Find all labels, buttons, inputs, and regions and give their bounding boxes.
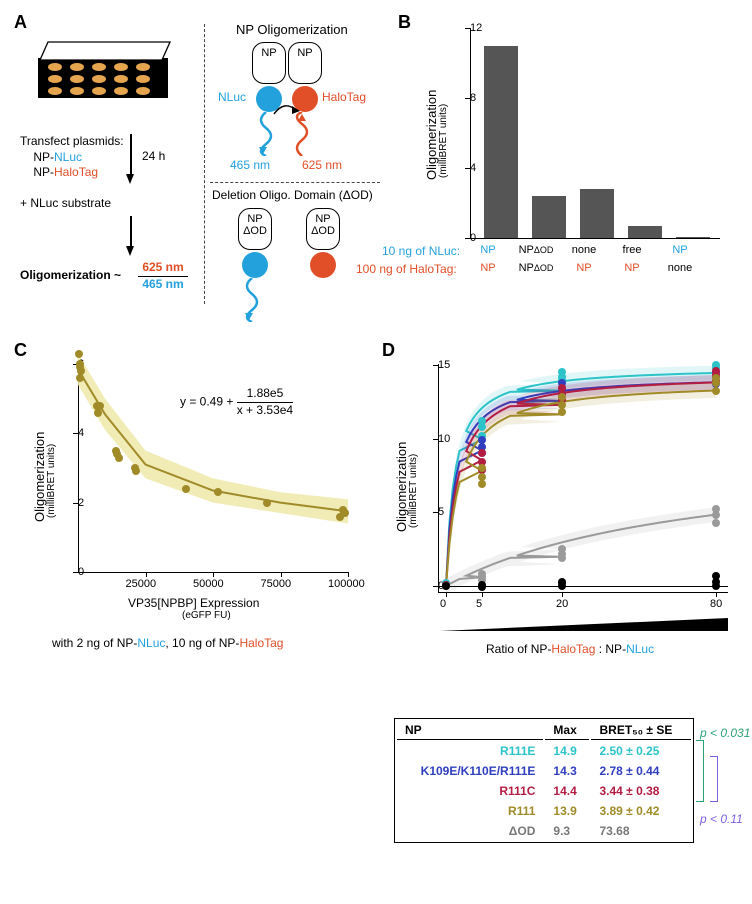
bar (580, 189, 614, 238)
wave-icon (238, 278, 266, 322)
data-point (712, 572, 720, 580)
panel-a: Transfect plasmids: NP-NLuc NP-HaloTag 2… (20, 24, 380, 324)
table-header: BRET₅₀ ± SE (591, 721, 691, 740)
x-axis-label: VP35[NPBP] Expression (128, 596, 259, 610)
data-point (712, 582, 720, 590)
well-plate-icon (38, 54, 168, 114)
data-point (214, 488, 222, 496)
data-point (132, 467, 140, 475)
table-row: K109E/K110E/R111E14.32.78 ± 0.44 (397, 762, 691, 780)
data-point (478, 449, 486, 457)
nluc-tag-label: NLuc (218, 90, 246, 106)
np-dod-box-icon: NP ΔOD (238, 208, 272, 250)
equation: y = 0.49 + 1.88e5 x + 3.53e4 (180, 386, 293, 418)
data-point (478, 570, 486, 578)
wave-465-label: 465 nm (230, 158, 270, 174)
x-axis-sub: (eGFP FU) (182, 610, 231, 621)
nluc-circle-icon (242, 252, 268, 278)
arrow-curved-icon (270, 98, 300, 118)
panel-d-table: NP Max BRET₅₀ ± SE R111E14.92.50 ± 0.25 K… (394, 718, 694, 843)
data-point (558, 545, 566, 553)
wave-icon (252, 112, 280, 156)
dod-title: Deletion Oligo. Domain (ΔOD) (212, 188, 373, 204)
bar (628, 226, 662, 238)
panel-d-chart: 051015052080 Oligomerization (milliBRET … (378, 342, 738, 662)
data-point (77, 367, 85, 375)
np-oligo-title: NP Oligomerization (236, 22, 348, 39)
table-row: R111C14.43.44 ± 0.38 (397, 782, 691, 800)
table-row: R111E14.92.50 ± 0.25 (397, 742, 691, 760)
result-text: Oligomerization ~ (20, 268, 121, 284)
bar (532, 196, 566, 238)
data-point (712, 519, 720, 527)
halo-circle-icon (310, 252, 336, 278)
bracket-icon (696, 740, 704, 802)
time-label: 24 h (142, 149, 165, 165)
y-axis-sub: (milliBRET units) (46, 444, 57, 518)
data-point (558, 554, 566, 562)
panel-c-chart: 0246250005000075000100000 Oligomerizatio… (12, 342, 362, 662)
data-point (94, 409, 102, 417)
wave-icon (288, 112, 316, 156)
data-point (115, 454, 123, 462)
y-axis-label: Oligomerization (32, 432, 47, 522)
bar (484, 46, 518, 239)
panel-c-caption: with 2 ng of NP-NLuc, 10 ng of NP-HaloTa… (52, 636, 283, 650)
y-axis-label: Oligomerization (424, 90, 439, 180)
wave-625-label: 625 nm (302, 158, 342, 174)
data-point (712, 505, 720, 513)
table-row: ΔOD9.373.68 (397, 822, 691, 840)
data-point (478, 583, 486, 591)
x-axis-label: Ratio of NP-HaloTag : NP-NLuc (486, 642, 654, 656)
np-box-icon: NP (288, 42, 322, 84)
np-dod-box-icon: NP ΔOD (306, 208, 340, 250)
panel-b-chart: 04812 Oligomerization (milliBRET units) … (400, 10, 730, 330)
data-point (558, 578, 566, 586)
data-point (182, 485, 190, 493)
table-header: Max (545, 721, 589, 740)
data-point (75, 350, 83, 358)
halo-tag-label: HaloTag (322, 90, 366, 106)
data-point (712, 387, 720, 395)
ramp-icon (440, 618, 728, 632)
data-point (478, 480, 486, 488)
arrow-down-icon (126, 246, 134, 256)
bracket-icon (710, 756, 718, 802)
data-point (76, 374, 84, 382)
table-row: R11113.93.89 ± 0.42 (397, 802, 691, 820)
data-point (442, 582, 450, 590)
p-value-green: p < 0.031 (700, 726, 750, 740)
transfect-text: Transfect plasmids: NP-NLuc NP-HaloTag (20, 134, 124, 181)
data-point (478, 436, 486, 444)
data-point (341, 509, 349, 517)
y-axis-sub: (milliBRET units) (438, 104, 449, 178)
data-point (558, 384, 566, 392)
arrow-down-icon (126, 174, 134, 184)
bar (676, 237, 710, 238)
table-header: NP (397, 721, 543, 740)
data-point (478, 464, 486, 472)
data-point (712, 374, 720, 382)
substrate-text: + NLuc substrate (20, 196, 111, 212)
ratio-fraction: 625 nm 465 nm (138, 260, 188, 292)
data-point (96, 402, 104, 410)
np-box-icon: NP (252, 42, 286, 84)
data-point (558, 408, 566, 416)
data-point (263, 499, 271, 507)
data-point (558, 393, 566, 401)
y-axis-sub: (milliBRET units) (408, 454, 419, 528)
p-value-purple: p < 0.11 (700, 812, 743, 826)
data-point (478, 417, 486, 425)
y-axis-label: Oligomerization (394, 442, 409, 532)
